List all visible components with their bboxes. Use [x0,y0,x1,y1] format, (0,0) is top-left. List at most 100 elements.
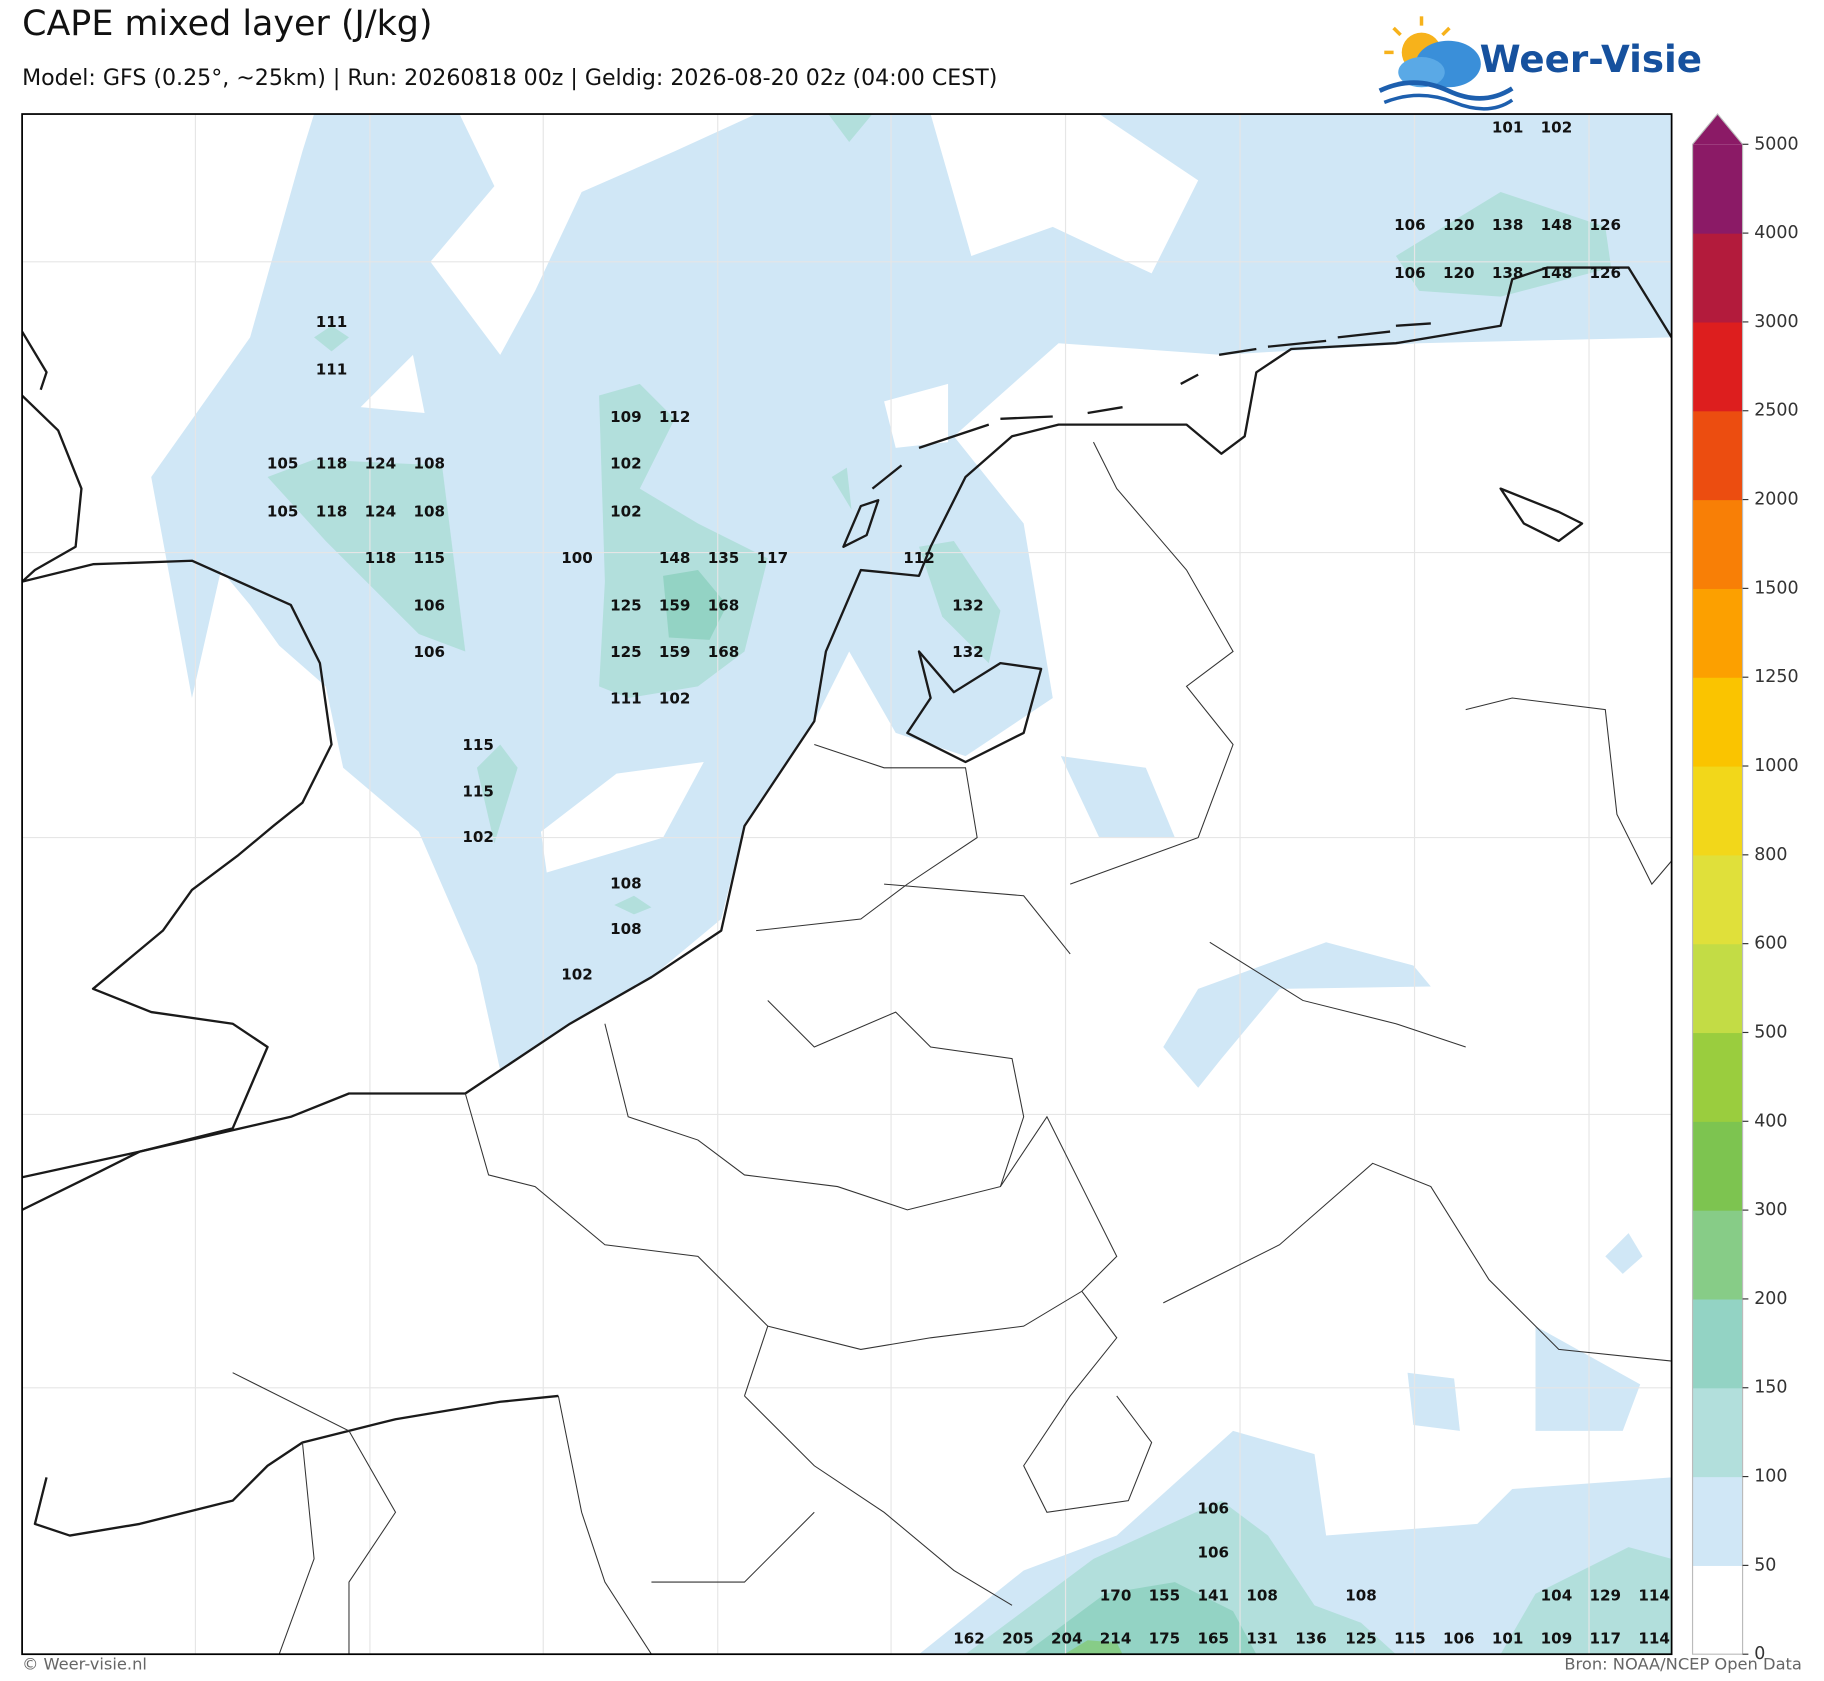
value-label: 106 [1394,264,1426,282]
colorbar-segment [1692,144,1743,234]
colorbar-segment [1692,943,1743,1034]
colorbar-tick-label: 400 [1754,1111,1787,1131]
value-label: 117 [757,549,789,567]
colorbar-segment [1692,1032,1743,1122]
value-label: 102 [659,690,691,708]
value-label: 101 [1492,119,1524,137]
colorbar-segment [1692,1298,1743,1389]
graticule [22,114,1672,1655]
colorbar-segment [1692,233,1743,323]
value-label: 111 [610,690,642,708]
value-label: 106 [1443,1630,1475,1648]
value-label: 141 [1198,1587,1230,1605]
colorbar-segment [1692,588,1743,678]
value-label: 138 [1492,216,1524,234]
colorbar-tick-label: 4000 [1754,223,1798,243]
colorbar-tick-label: 100 [1754,1467,1787,1487]
value-label: 109 [1541,1630,1573,1648]
value-label: 106 [413,597,445,615]
value-label: 132 [952,597,984,615]
colorbar-tick-label: 1000 [1754,756,1798,776]
colorbar-segment [1692,1565,1743,1655]
value-label: 108 [610,875,642,893]
value-label: 168 [708,643,740,661]
value-label: 102 [610,502,642,520]
value-label: 168 [708,597,740,615]
value-label: 101 [1492,1630,1524,1648]
value-label: 108 [610,920,642,938]
colorbar-segment [1692,410,1743,501]
value-label: 117 [1590,1630,1622,1648]
value-label: 105 [267,502,299,520]
value-label: 136 [1295,1630,1327,1648]
colorbar-tick-label: 1250 [1754,667,1798,687]
value-label: 125 [610,643,642,661]
value-label: 204 [1051,1630,1083,1648]
value-label: 118 [316,455,348,473]
value-label: 114 [1638,1630,1670,1648]
value-label: 108 [413,502,445,520]
value-label: 115 [462,736,494,754]
value-label: 112 [903,549,935,567]
value-label: 102 [1541,119,1573,137]
value-label: 148 [659,549,691,567]
colorbar-tick-label: 0 [1754,1644,1765,1664]
value-label: 132 [952,643,984,661]
colorbar-segment [1692,499,1743,589]
value-label: 124 [365,455,397,473]
title: CAPE mixed layer (J/kg) [22,4,432,44]
value-label: 104 [1541,1587,1573,1605]
value-label: 111 [316,313,348,331]
logo-text: Weer-Visie [1480,37,1702,81]
colorbar-tick-label: 3000 [1754,312,1798,332]
value-label: 106 [1198,1499,1230,1517]
value-label: 112 [659,408,691,426]
value-label: 159 [659,643,691,661]
value-label: 120 [1443,216,1475,234]
copyright: © Weer-visie.nl [22,1654,147,1673]
value-label: 129 [1590,1587,1622,1605]
value-label: 124 [365,502,397,520]
map-frame [21,113,1673,1656]
value-label: 125 [610,597,642,615]
value-label: 165 [1198,1630,1230,1648]
colorbar-tick-label: 800 [1754,845,1787,865]
value-label: 131 [1246,1630,1278,1648]
colorbar-segment [1692,1387,1743,1478]
value-label: 148 [1541,264,1573,282]
colorbar-segment [1692,1210,1743,1300]
value-label: 162 [953,1630,985,1648]
value-label: 214 [1100,1630,1132,1648]
value-label: 108 [1246,1587,1278,1605]
colorbar-tick-label: 2500 [1754,401,1798,421]
colorbar-tick-label: 150 [1754,1378,1787,1398]
colorbar-outline [1691,113,1744,1655]
colorbar-tick-label: 2000 [1754,490,1798,510]
value-label: 118 [316,502,348,520]
colorbar-tick-label: 1500 [1754,578,1798,598]
value-label: 100 [561,549,593,567]
value-label: 106 [1394,216,1426,234]
value-label: 175 [1149,1630,1181,1648]
colorbar-segment [1692,677,1743,767]
colorbar-tick-label: 500 [1754,1022,1787,1042]
value-label: 155 [1149,1587,1181,1605]
value-label: 138 [1492,264,1524,282]
value-label: 126 [1590,264,1622,282]
colorbar-extend [1692,114,1743,145]
value-label: 115 [1394,1630,1426,1648]
subtitle: Model: GFS (0.25°, ~25km) | Run: 2026081… [22,65,997,91]
value-label: 135 [708,549,740,567]
cape-fields [151,114,1672,1655]
value-label: 118 [365,549,397,567]
value-label: 111 [316,360,348,378]
value-label: 114 [1638,1587,1670,1605]
value-label: 108 [413,455,445,473]
value-label: 120 [1443,264,1475,282]
colorbar-segment [1692,766,1743,856]
value-label: 102 [610,455,642,473]
value-label: 108 [1345,1587,1377,1605]
value-label: 170 [1100,1587,1132,1605]
